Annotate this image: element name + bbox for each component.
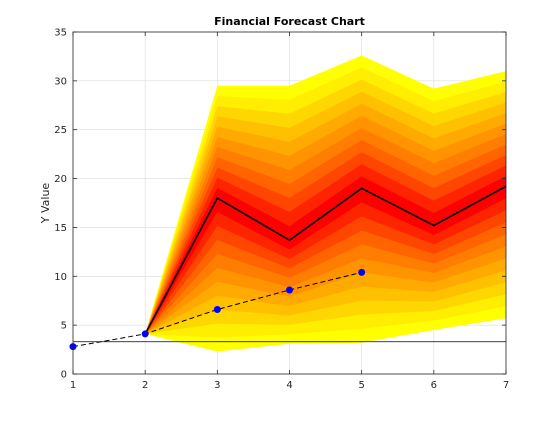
y-tick-label: 20 [54, 174, 67, 185]
median-forecast-line [144, 185, 507, 335]
x-tick-label: 6 [431, 380, 437, 391]
forecast-fan [145, 55, 507, 352]
y-tick-label: 0 [61, 370, 67, 381]
y-tick-label: 35 [54, 28, 67, 39]
y-tick-label: 30 [54, 76, 67, 87]
x-tick-label: 5 [358, 380, 364, 391]
y-axis-label: Y Value [39, 183, 52, 225]
x-tick-label: 4 [286, 380, 292, 391]
history-point [141, 330, 149, 338]
history-point [286, 286, 293, 294]
x-tick-label: 7 [503, 380, 509, 391]
y-tick-label: 25 [54, 125, 67, 136]
x-tick-label: 3 [214, 380, 220, 391]
axis-ticks: 1 2 3 4 5 6 7 0 5 10 15 20 25 30 35 [54, 28, 509, 392]
x-tick-label: 2 [142, 380, 148, 391]
y-tick-label: 5 [61, 321, 67, 332]
history-line [72, 271, 362, 348]
y-tick-label: 15 [54, 223, 67, 234]
chart-title: Financial Forecast Chart [214, 15, 365, 28]
x-tick-label: 1 [70, 380, 76, 391]
history-point [213, 306, 221, 314]
history-point [358, 268, 366, 276]
y-tick-label: 10 [54, 272, 67, 283]
